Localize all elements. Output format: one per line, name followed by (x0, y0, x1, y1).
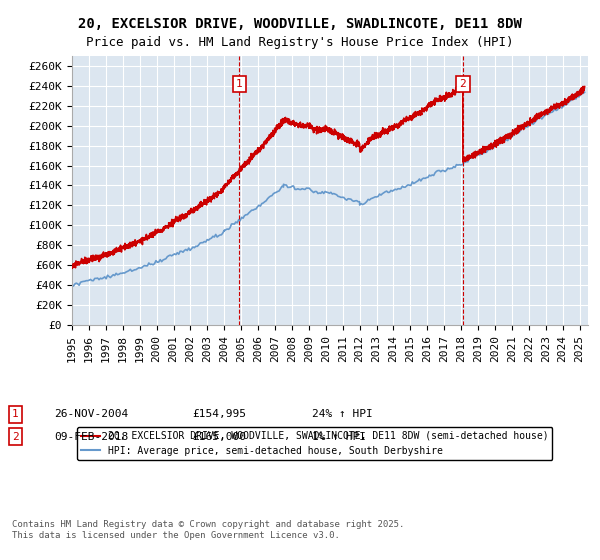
Text: £154,995: £154,995 (192, 409, 246, 419)
Legend: 20, EXCELSIOR DRIVE, WOODVILLE, SWADLINCOTE, DE11 8DW (semi-detached house), HPI: 20, EXCELSIOR DRIVE, WOODVILLE, SWADLINC… (77, 427, 553, 460)
Text: 1: 1 (12, 409, 19, 419)
Text: Price paid vs. HM Land Registry's House Price Index (HPI): Price paid vs. HM Land Registry's House … (86, 36, 514, 49)
Text: £165,000: £165,000 (192, 432, 246, 442)
Text: 24% ↑ HPI: 24% ↑ HPI (312, 409, 373, 419)
Text: 2: 2 (12, 432, 19, 442)
Text: 09-FEB-2018: 09-FEB-2018 (54, 432, 128, 442)
Text: 1% ↑ HPI: 1% ↑ HPI (312, 432, 366, 442)
Text: Contains HM Land Registry data © Crown copyright and database right 2025.
This d: Contains HM Land Registry data © Crown c… (12, 520, 404, 540)
Text: 26-NOV-2004: 26-NOV-2004 (54, 409, 128, 419)
Text: 2: 2 (460, 79, 466, 89)
Text: 20, EXCELSIOR DRIVE, WOODVILLE, SWADLINCOTE, DE11 8DW: 20, EXCELSIOR DRIVE, WOODVILLE, SWADLINC… (78, 17, 522, 31)
Text: 1: 1 (236, 79, 243, 89)
